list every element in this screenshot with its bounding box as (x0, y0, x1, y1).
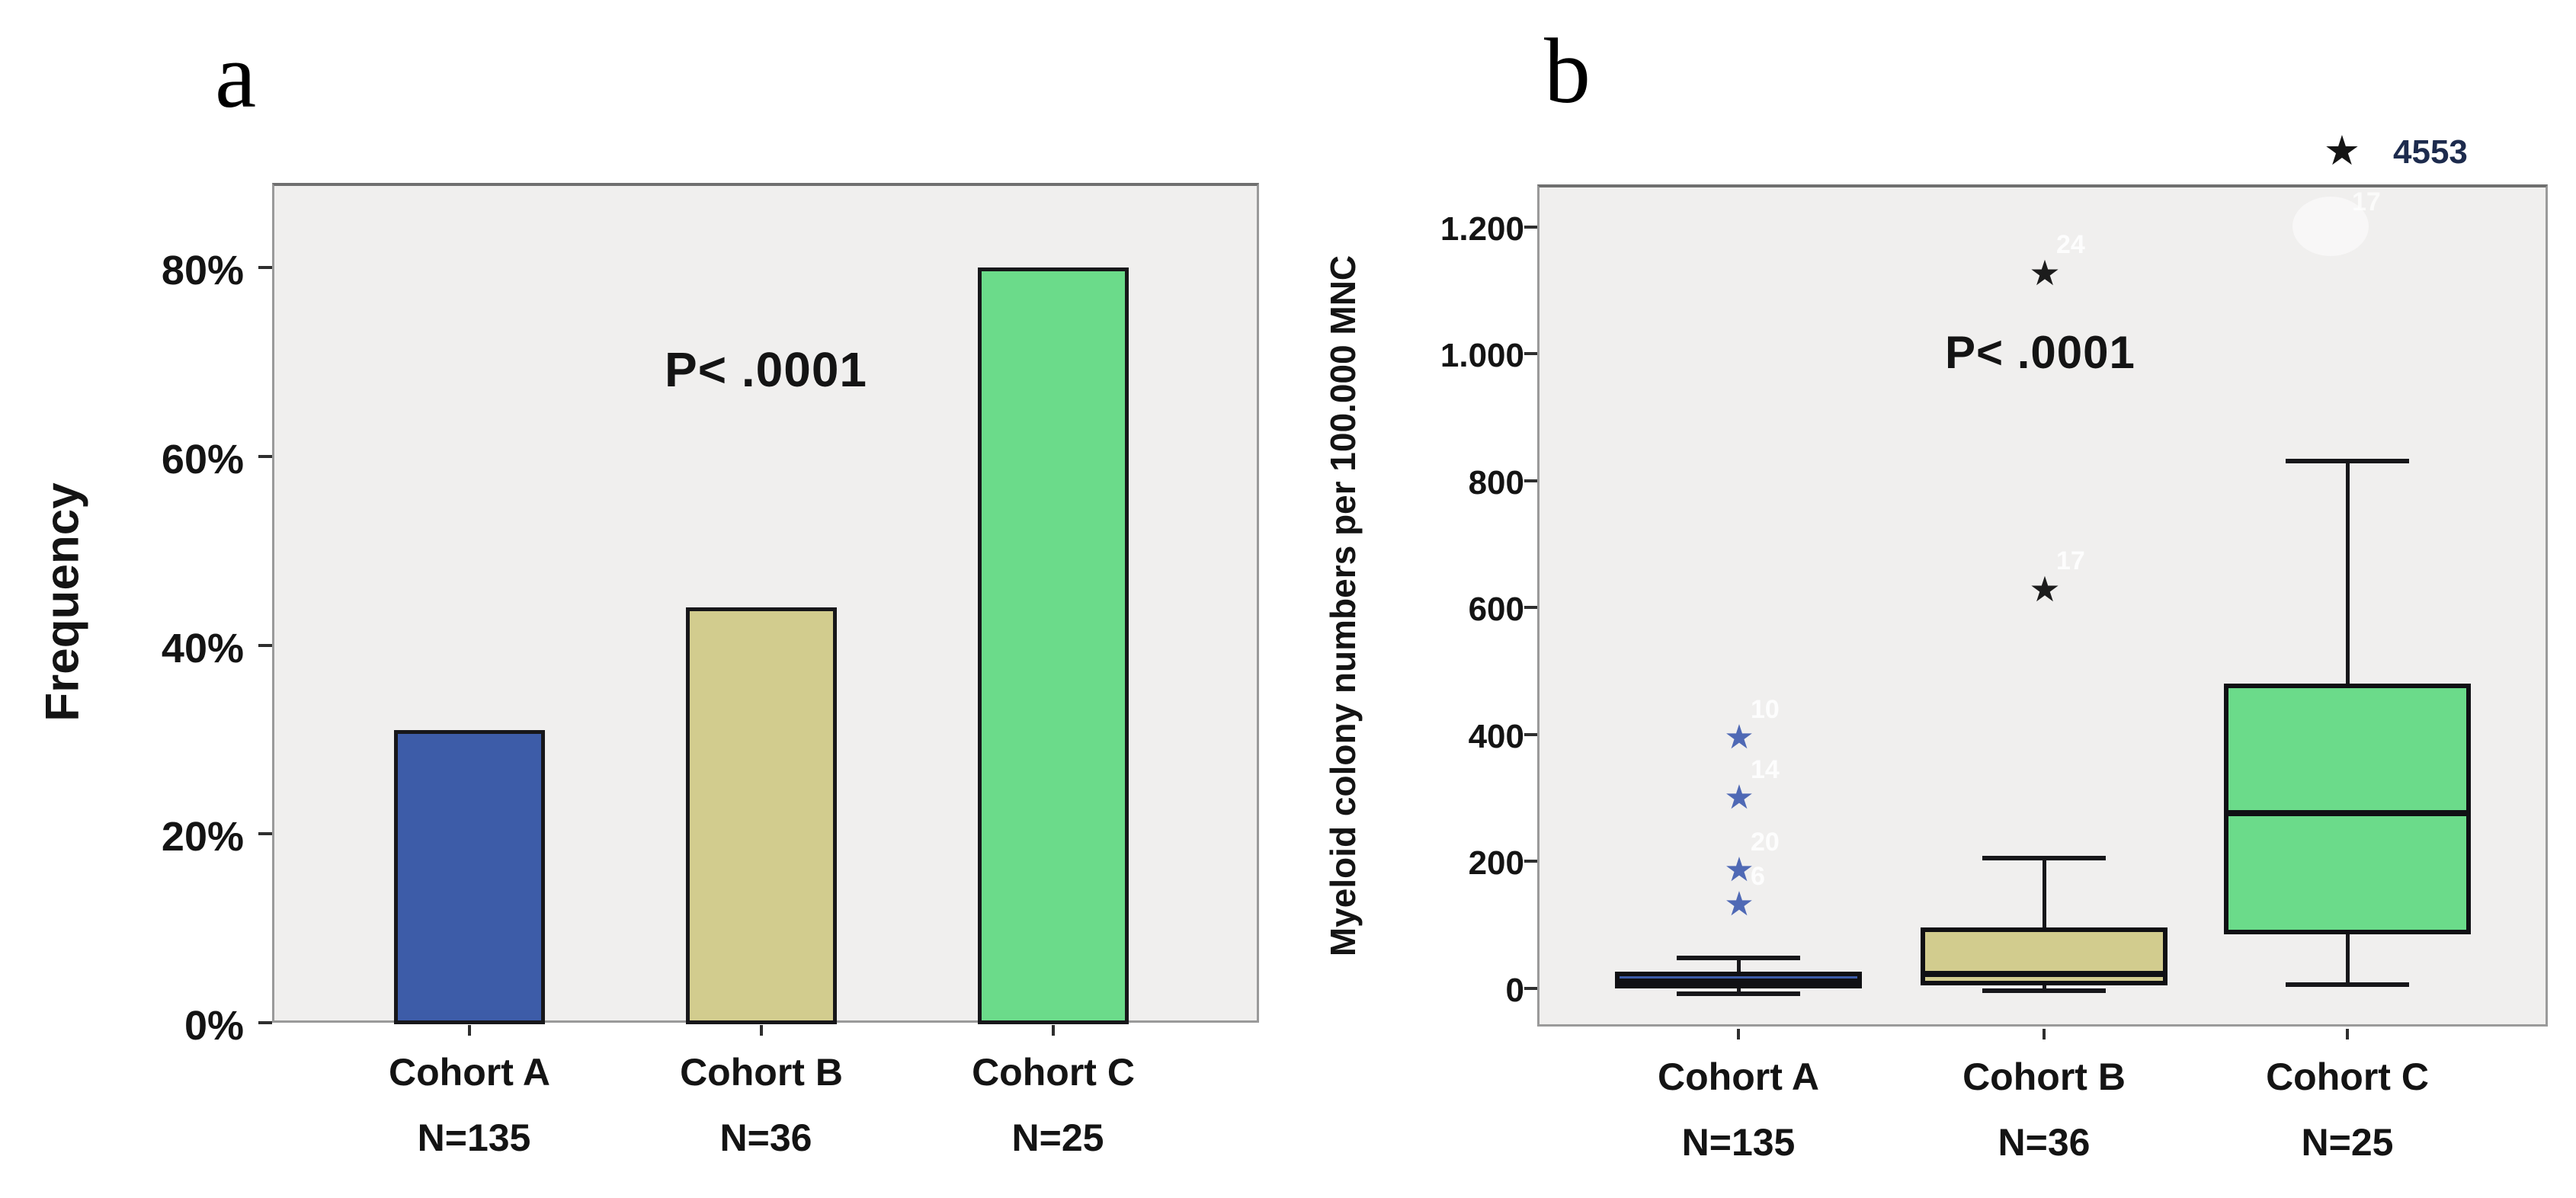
outlier-star-icon: ★ (1724, 851, 1754, 889)
x-category-label-a: Cohort A (389, 1051, 550, 1094)
y-tick-label-b: 0 (1505, 972, 1524, 1009)
whisker-upper-line (2346, 461, 2350, 684)
outlier-case-label: 6 (1751, 862, 1765, 891)
whisker-upper-cap (1677, 956, 1800, 960)
whisker-lower-cap (1982, 988, 2106, 993)
ghost-outlier-blob (2292, 197, 2369, 256)
median-line (1615, 979, 1862, 985)
y-tick-mark-a (258, 1021, 272, 1024)
x-n-label-a: N=135 (417, 1116, 531, 1159)
x-n-label-b: N=135 (1681, 1121, 1796, 1164)
x-n-label-b: N=25 (2301, 1121, 2394, 1164)
whisker-upper-line (2043, 858, 2046, 927)
p-value-annotation-b: P< .0001 (1945, 327, 2135, 378)
whisker-upper-cap (1982, 856, 2106, 860)
x-tick-mark-b (2346, 1029, 2349, 1039)
whisker-lower-cap (1677, 991, 1800, 996)
outlier-star-icon: ★ (2029, 569, 2061, 609)
x-category-label-b: Cohort C (2266, 1055, 2429, 1098)
x-tick-mark-b (2043, 1029, 2046, 1039)
whisker-upper-line (1737, 958, 1741, 972)
median-line (2224, 810, 2471, 816)
y-tick-label-a: 60% (161, 437, 244, 482)
outlier-case-label: 14 (1751, 755, 1780, 784)
x-tick-mark-a (760, 1025, 763, 1036)
panel-b-letter: b (1544, 20, 1591, 123)
outlier-case-label: 10 (1751, 695, 1780, 724)
y-tick-mark-b (1524, 860, 1537, 863)
y-tick-mark-b (1524, 352, 1537, 355)
x-category-label-b: Cohort B (1962, 1055, 2126, 1098)
y-tick-label-a: 80% (161, 248, 244, 293)
x-tick-mark-a (1052, 1025, 1055, 1036)
outlier-case-label: 17 (2056, 546, 2085, 575)
extreme-outlier-star-icon: ★ (2323, 128, 2361, 174)
y-tick-mark-a (258, 644, 272, 647)
x-tick-mark-b (1737, 1029, 1740, 1039)
y-tick-mark-b (1524, 733, 1537, 736)
x-tick-mark-a (468, 1025, 471, 1036)
y-tick-mark-b (1524, 606, 1537, 609)
whisker-lower-cap (2286, 982, 2409, 987)
ghost-outlier-case-label: 17 (2352, 187, 2381, 216)
median-line (1921, 971, 2167, 977)
y-tick-label-b: 1.000 (1440, 337, 1524, 374)
y-tick-label-b: 200 (1468, 844, 1524, 882)
outlier-case-label: 20 (1751, 828, 1780, 857)
outlier-case-label: 24 (2056, 230, 2085, 259)
panel-a-letter: a (215, 24, 257, 127)
bar-cohort-b (686, 607, 837, 1024)
x-n-label-a: N=25 (1011, 1116, 1104, 1159)
box-cohort-c (2224, 684, 2471, 934)
y-tick-label-a: 20% (161, 814, 244, 860)
y-tick-mark-a (258, 455, 272, 458)
y-tick-label-b: 1.200 (1440, 210, 1524, 248)
bar-cohort-c (978, 267, 1129, 1024)
outlier-star-icon: ★ (1724, 779, 1754, 816)
x-category-label-b: Cohort A (1658, 1055, 1819, 1098)
extreme-outlier-value-label: 4553 (2393, 133, 2468, 171)
y-tick-label-b: 800 (1468, 464, 1524, 501)
bar-cohort-a (394, 730, 545, 1024)
x-category-label-a: Cohort B (680, 1051, 843, 1094)
y-tick-mark-a (258, 832, 272, 835)
x-n-label-a: N=36 (719, 1116, 812, 1159)
whisker-lower-line (2043, 985, 2046, 991)
y-tick-label-b: 400 (1468, 718, 1524, 755)
y-tick-mark-b (1524, 479, 1537, 482)
whisker-lower-line (2346, 934, 2350, 985)
y-axis-title-frequency: Frequency (36, 482, 89, 722)
outlier-star-icon: ★ (2029, 253, 2061, 293)
y-tick-mark-b (1524, 987, 1537, 990)
p-value-annotation-a: P< .0001 (665, 342, 867, 397)
y-tick-label-b: 600 (1468, 591, 1524, 628)
x-category-label-a: Cohort C (972, 1051, 1135, 1094)
x-n-label-b: N=36 (1998, 1121, 2091, 1164)
y-tick-label-a: 40% (161, 626, 244, 671)
whisker-lower-line (1737, 988, 1741, 994)
outlier-star-icon: ★ (1724, 886, 1754, 923)
outlier-star-icon: ★ (1724, 719, 1754, 756)
y-tick-mark-a (258, 266, 272, 269)
y-tick-mark-b (1524, 226, 1537, 229)
y-tick-label-a: 0% (184, 1003, 244, 1049)
whisker-upper-cap (2286, 459, 2409, 463)
